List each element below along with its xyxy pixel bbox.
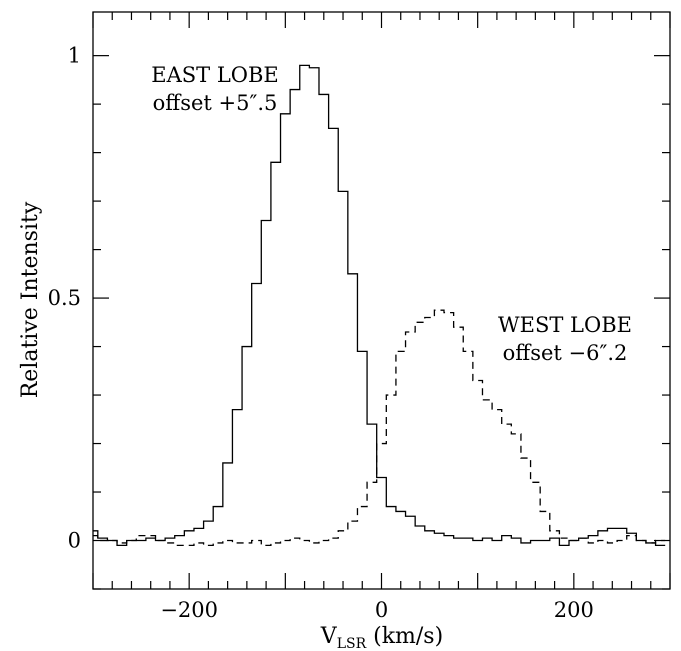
west-lobe-label: WEST LOBE: [498, 313, 632, 337]
y-tick-label: 0.5: [48, 286, 81, 310]
series-layer: [93, 64, 666, 547]
west-lobe-offset: offset −6″.2: [503, 341, 628, 365]
x-tick-label: 200: [554, 598, 594, 622]
east-lobe-label: EAST LOBE: [151, 63, 279, 87]
x-axis-label: VLSR (km/s): [320, 624, 443, 651]
tick-labels: −200 0 200 0 0.5 1: [48, 44, 594, 622]
y-axis-label: Relative Intensity: [18, 201, 43, 398]
series-east-lobe-line: [93, 64, 666, 547]
x-tick-label: −200: [160, 598, 218, 622]
x-tick-label: 0: [375, 598, 388, 622]
x-axis-label-sub: LSR: [337, 636, 367, 651]
x-axis-label-units: (km/s): [366, 624, 443, 649]
y-tick-label: 0: [68, 529, 81, 553]
axis-ticks: [92, 12, 671, 590]
series-west-lobe-line: [93, 309, 666, 547]
x-axis-label-main: V: [320, 624, 338, 649]
east-lobe-offset: offset +5″.5: [153, 91, 278, 115]
y-tick-label: 1: [68, 44, 81, 68]
